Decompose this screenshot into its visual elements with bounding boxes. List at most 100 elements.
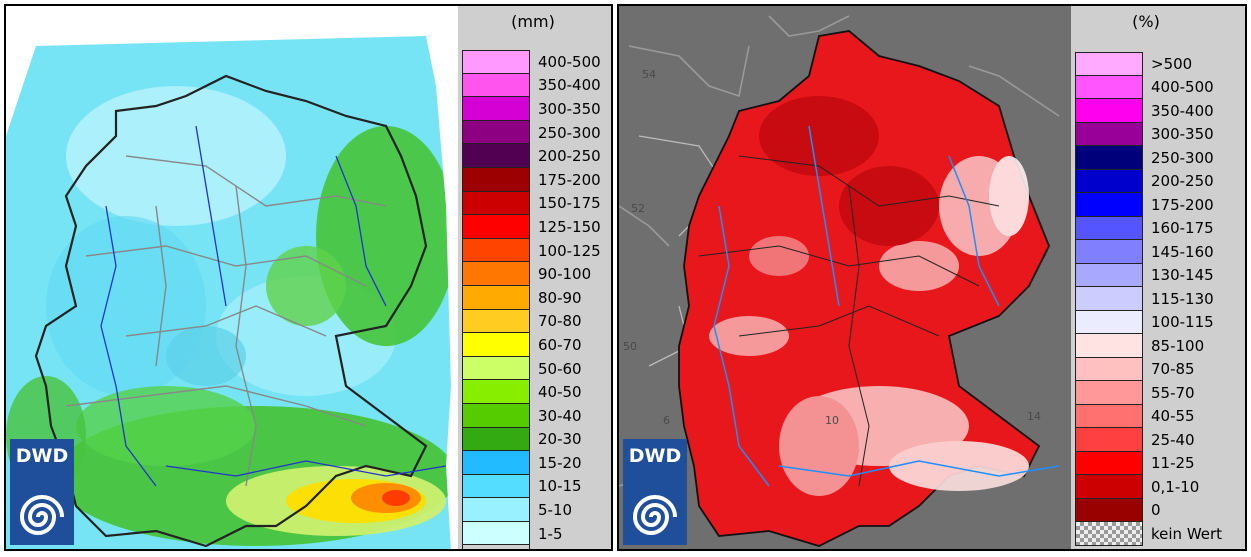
legend-label: 0-1 — [538, 548, 563, 549]
longitude-label-6: 6 — [663, 414, 670, 427]
legend-swatch — [1075, 310, 1143, 334]
legend-label: 150-175 — [538, 194, 601, 213]
legend-swatch — [462, 262, 530, 286]
legend-label: 200-250 — [538, 147, 601, 166]
legend-swatch — [1075, 52, 1143, 76]
legend-label: 90-100 — [538, 265, 592, 284]
legend-label: kein Wert — [1151, 524, 1223, 543]
legend-label: 350-400 — [1151, 101, 1214, 120]
legend-swatch — [462, 498, 530, 522]
legend-unit-label: (mm) — [511, 12, 555, 31]
legend-swatch — [1075, 169, 1143, 193]
legend-swatch — [1075, 334, 1143, 358]
legend-swatch — [462, 474, 530, 499]
legend-swatch — [462, 356, 530, 381]
legend-swatch — [462, 545, 530, 549]
legend-label: 400-500 — [1151, 78, 1214, 97]
dwd-swirl-icon — [632, 495, 677, 535]
legend-label: 60-70 — [538, 335, 582, 354]
legend-swatch — [1075, 122, 1143, 146]
legend-label: 40-50 — [538, 383, 582, 402]
longitude-label-14: 14 — [1027, 410, 1041, 423]
legend-swatch — [1075, 287, 1143, 311]
legend-swatch — [462, 120, 530, 145]
legend-label: 130-145 — [1151, 266, 1214, 285]
legend-label: 30-40 — [538, 406, 582, 425]
legend-swatch — [1075, 75, 1143, 99]
legend-swatch — [462, 73, 530, 98]
legend-label: 70-85 — [1151, 360, 1195, 379]
percentage-legend: (%) >500 400-500 350-400 300-350 250-300 200-… — [1071, 6, 1245, 549]
legend-swatch — [1075, 146, 1143, 170]
legend-label: 55-70 — [1151, 383, 1195, 402]
legend-swatch — [1075, 99, 1143, 123]
precipitation-map: DWD — [6, 6, 458, 549]
legend-swatch — [1075, 216, 1143, 240]
legend-label: 11-25 — [1151, 454, 1195, 473]
legend-label: 15-20 — [538, 453, 582, 472]
legend-label: 300-350 — [1151, 125, 1214, 144]
legend-label: 100-125 — [538, 241, 601, 260]
legend-swatch — [462, 403, 530, 428]
legend-swatch — [462, 50, 530, 74]
legend-swatch — [1075, 522, 1143, 546]
legend-label: 160-175 — [1151, 219, 1214, 238]
precipitation-map-graphic — [6, 6, 458, 549]
precipitation-panel: DWD (mm) 400-500 350-400 300-350 250-300 200… — [4, 4, 613, 551]
percentage-map: 54 52 50 6 10 14 DWD — [619, 6, 1071, 549]
legend-swatch — [462, 167, 530, 192]
legend-swatch — [1075, 193, 1143, 217]
legend-swatch — [1075, 357, 1143, 381]
legend-label: 0,1-10 — [1151, 477, 1200, 496]
legend-label: 400-500 — [538, 52, 601, 71]
dwd-logo: DWD — [623, 439, 687, 545]
legend-label: 145-160 — [1151, 242, 1214, 261]
legend-label: 85-100 — [1151, 336, 1205, 355]
legend-swatch — [462, 144, 530, 168]
legend-swatch — [462, 309, 530, 334]
legend-swatch — [462, 333, 530, 357]
legend-label: 250-300 — [1151, 148, 1214, 167]
dwd-swirl-icon — [19, 495, 64, 535]
legend-label: 175-200 — [538, 170, 601, 189]
legend-label: 0 — [1151, 501, 1161, 520]
legend-label: 10-15 — [538, 477, 582, 496]
percentage-panel: 54 52 50 6 10 14 DWD (%) >500 400-500 350-… — [617, 4, 1247, 551]
legend-label: 20-30 — [538, 430, 582, 449]
legend-swatch — [1075, 475, 1143, 499]
latitude-label-52: 52 — [631, 202, 645, 215]
legend-swatch — [462, 215, 530, 239]
longitude-label-10: 10 — [825, 414, 839, 427]
legend-swatch — [462, 380, 530, 404]
legend-label: 100-115 — [1151, 313, 1214, 332]
dwd-logo-text: DWD — [628, 445, 682, 467]
legend-label: 350-400 — [538, 76, 601, 95]
legend-swatch — [462, 97, 530, 121]
legend-swatch — [1075, 263, 1143, 287]
legend-label: 115-130 — [1151, 289, 1214, 308]
legend-swatch — [1075, 381, 1143, 405]
legend-label: 250-300 — [538, 123, 601, 142]
legend-label: 200-250 — [1151, 172, 1214, 191]
legend-label: 80-90 — [538, 288, 582, 307]
legend-label: 1-5 — [538, 524, 563, 543]
legend-label: 40-55 — [1151, 407, 1195, 426]
dwd-logo: DWD — [10, 439, 74, 545]
legend-label: 5-10 — [538, 501, 573, 520]
legend-swatch — [462, 521, 530, 546]
latitude-label-50: 50 — [623, 340, 637, 353]
legend-swatch — [1075, 240, 1143, 264]
legend-label: 70-80 — [538, 312, 582, 331]
legend-swatch — [462, 238, 530, 263]
legend-label: >500 — [1151, 54, 1193, 73]
legend-label: 175-200 — [1151, 195, 1214, 214]
legend-swatch — [1075, 451, 1143, 475]
legend-swatch — [462, 451, 530, 475]
legend-unit-label: (%) — [1132, 12, 1160, 31]
legend-swatch — [462, 285, 530, 310]
legend-swatch — [1075, 404, 1143, 428]
legend-label: 300-350 — [538, 99, 601, 118]
legend-swatch — [1075, 498, 1143, 522]
legend-swatch — [462, 427, 530, 452]
legend-swatch — [1075, 428, 1143, 452]
